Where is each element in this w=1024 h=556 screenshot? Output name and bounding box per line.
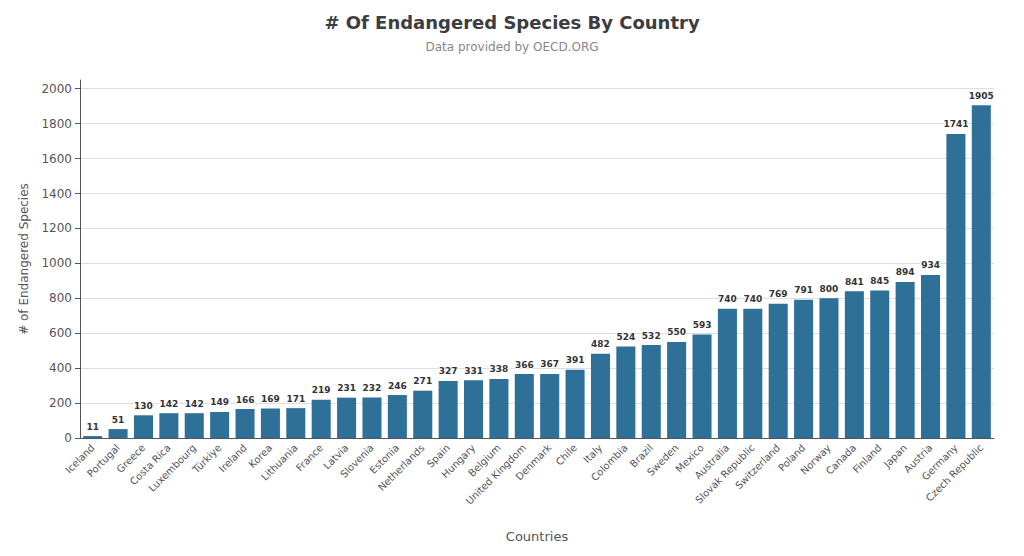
- svg-text:769: 769: [769, 289, 788, 299]
- svg-text:142: 142: [185, 399, 204, 409]
- svg-text:France: France: [294, 442, 325, 473]
- svg-text:Portugal: Portugal: [85, 442, 122, 479]
- svg-text:Mexico: Mexico: [673, 442, 706, 475]
- svg-text:Countries: Countries: [506, 529, 569, 544]
- svg-text:Estonia: Estonia: [367, 442, 402, 476]
- svg-text:482: 482: [591, 339, 610, 349]
- svg-text:51: 51: [112, 415, 125, 425]
- svg-text:Korea: Korea: [246, 442, 275, 470]
- svg-text:0: 0: [64, 431, 72, 445]
- svg-text:791: 791: [794, 285, 813, 295]
- svg-text:Japan: Japan: [881, 442, 909, 470]
- svg-text:550: 550: [667, 327, 686, 337]
- svg-text:Lithuania: Lithuania: [259, 442, 299, 482]
- svg-text:271: 271: [413, 376, 432, 386]
- svg-text:338: 338: [490, 364, 509, 374]
- svg-text:130: 130: [134, 401, 153, 411]
- svg-text:524: 524: [616, 332, 635, 342]
- svg-text:# of Endangered Species: # of Endangered Species: [17, 183, 31, 335]
- svg-text:391: 391: [566, 355, 585, 365]
- svg-text:11: 11: [86, 422, 99, 432]
- svg-text:Germany: Germany: [919, 442, 960, 483]
- svg-text:1800: 1800: [41, 117, 72, 131]
- svg-text:Data provided by OECD.ORG: Data provided by OECD.ORG: [425, 40, 598, 54]
- svg-text:845: 845: [870, 276, 889, 286]
- svg-text:Slovenia: Slovenia: [338, 442, 376, 480]
- svg-text:Chile: Chile: [554, 442, 579, 467]
- svg-text:800: 800: [820, 284, 839, 294]
- svg-text:593: 593: [693, 320, 712, 330]
- svg-text:Slovak Republic: Slovak Republic: [693, 442, 757, 506]
- svg-text:Switzerland: Switzerland: [733, 442, 782, 491]
- svg-text:Denmark: Denmark: [513, 442, 553, 482]
- svg-text:# Of Endangered Species By Cou: # Of Endangered Species By Country: [324, 12, 700, 33]
- svg-text:Australia: Australia: [692, 442, 732, 482]
- svg-text:166: 166: [236, 395, 255, 405]
- svg-text:367: 367: [540, 359, 559, 369]
- svg-text:1600: 1600: [41, 152, 72, 166]
- svg-text:Czech Republic: Czech Republic: [924, 442, 986, 504]
- svg-text:1200: 1200: [41, 221, 72, 235]
- svg-text:894: 894: [896, 267, 915, 277]
- svg-text:Finland: Finland: [851, 442, 884, 475]
- svg-text:1905: 1905: [969, 91, 994, 101]
- svg-text:1000: 1000: [41, 256, 72, 270]
- svg-text:Hungary: Hungary: [439, 442, 478, 480]
- svg-text:2000: 2000: [41, 82, 72, 96]
- svg-text:327: 327: [439, 366, 458, 376]
- svg-text:Iceland: Iceland: [63, 442, 97, 476]
- svg-text:1400: 1400: [41, 187, 72, 201]
- svg-text:800: 800: [49, 291, 72, 305]
- svg-text:Ireland: Ireland: [217, 442, 249, 474]
- svg-text:934: 934: [921, 260, 940, 270]
- svg-text:Costa Rica: Costa Rica: [127, 442, 173, 488]
- svg-text:142: 142: [159, 399, 178, 409]
- svg-text:Poland: Poland: [776, 442, 808, 474]
- svg-text:366: 366: [515, 360, 534, 370]
- svg-text:Latvia: Latvia: [321, 442, 351, 472]
- svg-text:Brazil: Brazil: [627, 442, 656, 470]
- svg-text:Türkiye: Türkiye: [190, 442, 224, 476]
- svg-text:171: 171: [286, 394, 305, 404]
- svg-text:Canada: Canada: [824, 442, 859, 477]
- svg-text:Greece: Greece: [114, 442, 148, 475]
- svg-text:Spain: Spain: [424, 442, 452, 470]
- svg-text:200: 200: [49, 396, 72, 410]
- svg-text:532: 532: [642, 331, 661, 341]
- svg-text:400: 400: [49, 361, 72, 375]
- svg-text:169: 169: [261, 394, 280, 404]
- svg-text:Austria: Austria: [901, 442, 935, 475]
- svg-text:1741: 1741: [943, 119, 968, 129]
- svg-text:United Kingdom: United Kingdom: [463, 442, 529, 507]
- svg-text:600: 600: [49, 326, 72, 340]
- svg-text:Italy: Italy: [581, 442, 605, 466]
- svg-text:Sweden: Sweden: [645, 442, 681, 478]
- svg-text:Luxembourg: Luxembourg: [146, 442, 199, 494]
- svg-text:Belgium: Belgium: [466, 442, 503, 479]
- svg-text:740: 740: [743, 294, 762, 304]
- svg-text:232: 232: [363, 383, 382, 393]
- svg-text:219: 219: [312, 385, 331, 395]
- svg-text:Colombia: Colombia: [589, 442, 630, 483]
- svg-text:Norway: Norway: [798, 442, 833, 477]
- svg-text:740: 740: [718, 294, 737, 304]
- svg-text:246: 246: [388, 381, 407, 391]
- svg-text:841: 841: [845, 277, 864, 287]
- svg-text:331: 331: [464, 366, 483, 376]
- svg-text:Netherlands: Netherlands: [376, 442, 427, 493]
- svg-text:149: 149: [210, 397, 229, 407]
- svg-text:231: 231: [337, 383, 356, 393]
